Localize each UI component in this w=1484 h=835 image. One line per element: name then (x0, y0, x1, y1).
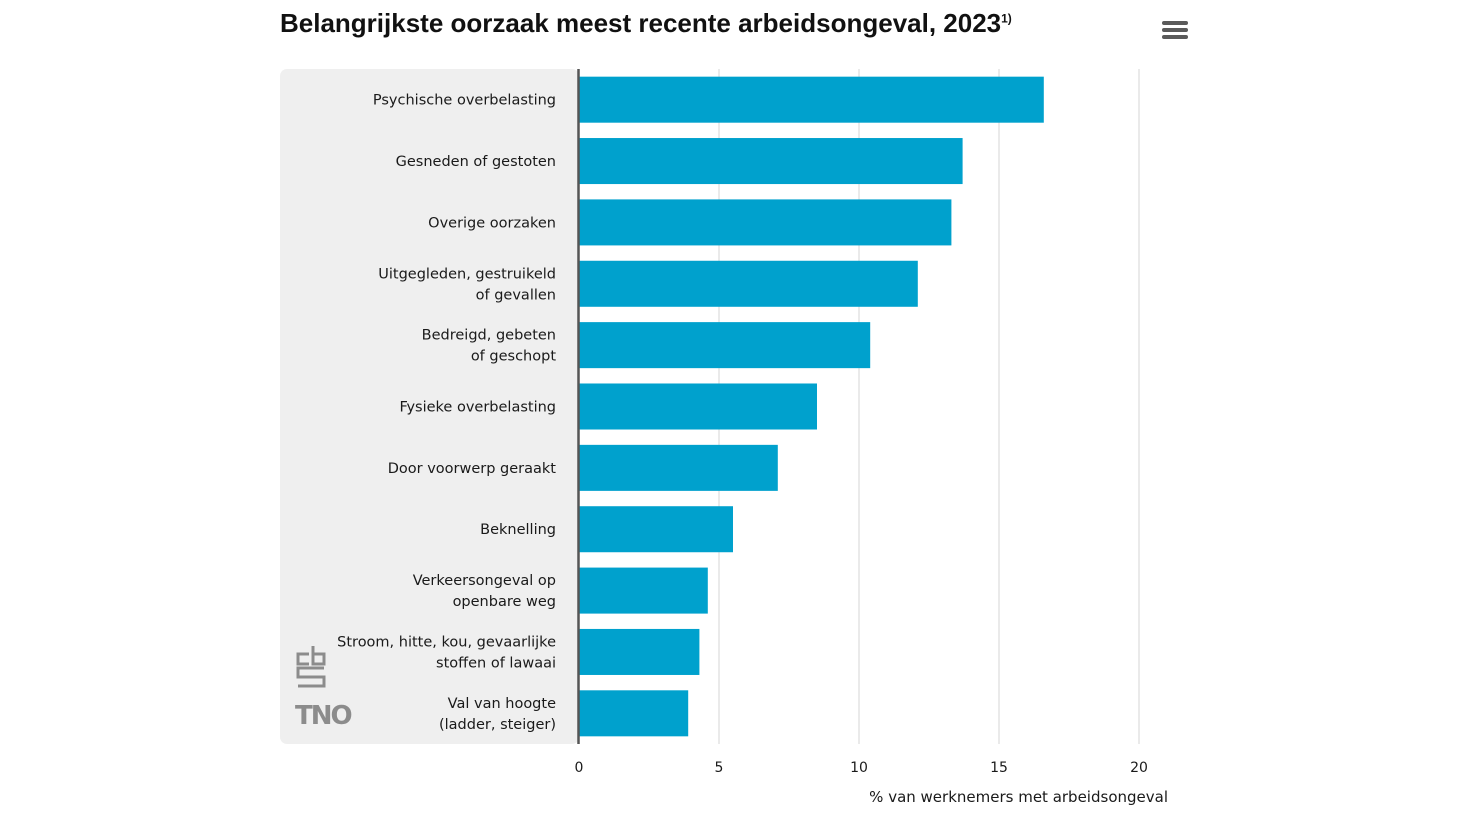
category-label: openbare weg (453, 594, 556, 610)
bar[interactable] (579, 567, 708, 614)
category-label: Verkeersongeval op (413, 573, 556, 589)
x-axis-label: % van werknemers met arbeidsongeval (869, 788, 1168, 806)
bar[interactable] (579, 322, 871, 369)
category-label: (ladder, steiger) (439, 717, 556, 733)
category-panel (280, 69, 579, 744)
category-label: stoffen of lawaai (436, 655, 556, 671)
x-axis-ticks: 0 5 10 15 20 (575, 760, 1148, 776)
category-label: Bedreigd, gebeten (422, 328, 556, 344)
bar[interactable] (579, 76, 1044, 123)
category-label: Beknelling (480, 522, 556, 538)
bar[interactable] (579, 628, 700, 675)
bar[interactable] (579, 690, 689, 737)
bar[interactable] (579, 444, 778, 491)
category-label: Stroom, hitte, kou, gevaarlijke (337, 634, 556, 650)
category-label: Overige oorzaken (428, 215, 556, 231)
bar[interactable] (579, 138, 963, 185)
cbs-logo (296, 646, 326, 688)
category-label: Fysieke overbelasting (399, 400, 556, 416)
x-tick-label: 20 (1130, 760, 1148, 776)
category-label: Val van hoogte (448, 696, 556, 712)
category-label: Door voorwerp geraakt (388, 461, 557, 477)
bars (579, 76, 1044, 737)
tno-logo: TNO (295, 701, 351, 731)
bar[interactable] (579, 260, 918, 307)
bar[interactable] (579, 199, 952, 246)
x-tick-label: 5 (715, 760, 724, 776)
category-label: Psychische overbelasting (373, 93, 556, 109)
x-tick-label: 0 (575, 760, 584, 776)
category-labels: Psychische overbelasting Gesneden of gest… (337, 93, 556, 733)
chart-title: Belangrijkste oorzaak meest recente arbe… (280, 8, 1012, 38)
title-footnote: 1) (1001, 11, 1012, 26)
bar[interactable] (579, 383, 817, 430)
bar[interactable] (579, 506, 733, 553)
hamburger-menu-icon[interactable] (1158, 18, 1192, 48)
category-label: Uitgegleden, gestruikeld (378, 266, 556, 282)
x-tick-label: 10 (850, 760, 868, 776)
category-label: of gevallen (476, 287, 556, 303)
x-tick-label: 15 (990, 760, 1008, 776)
category-label: of geschopt (471, 349, 557, 365)
category-label: Gesneden of gestoten (396, 154, 556, 170)
